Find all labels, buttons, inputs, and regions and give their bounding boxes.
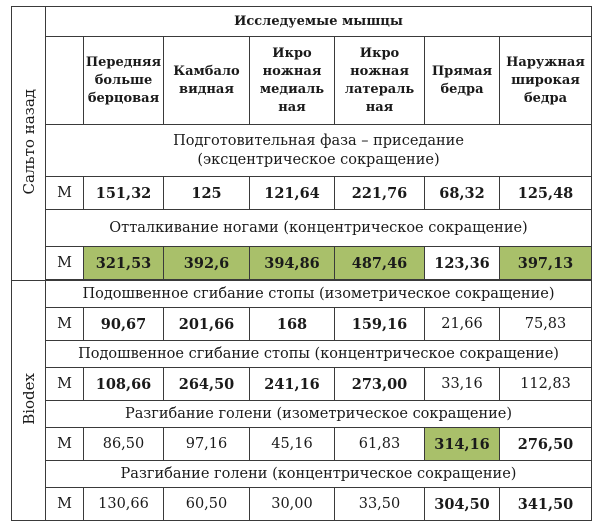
row-label: M (45, 307, 84, 341)
value-cell: 90,67 (83, 307, 164, 341)
value-cell: 45,16 (249, 427, 335, 461)
value-cell: 60,50 (163, 487, 250, 521)
value-cell: 75,83 (498, 307, 593, 341)
muscle-activity-table: Сальто назад Исследуемые мышцы Передняя б… (11, 6, 593, 521)
value-cell: 168 (249, 307, 335, 341)
value-cell: 30,00 (249, 487, 335, 521)
data-row: M 108,66 264,50 241,16 273,00 33,16 112,… (12, 367, 593, 401)
header-title: Исследуемые мышцы (44, 6, 593, 37)
data-row: M 130,66 60,50 30,00 33,50 304,50 341,50 (12, 487, 593, 521)
value-cell: 241,16 (249, 367, 335, 401)
column-header: Икро ножная латераль ная (334, 36, 425, 125)
header-empty-cell (45, 36, 84, 125)
value-cell: 487,46 (334, 246, 425, 280)
value-cell: 68,32 (424, 176, 500, 210)
value-cell: 125,48 (498, 176, 593, 210)
value-cell: 21,66 (424, 307, 500, 341)
value-cell: 314,16 (424, 427, 500, 461)
value-cell: 86,50 (83, 427, 164, 461)
data-row: M 321,53 392,6 394,86 487,46 123,36 397,… (12, 246, 593, 280)
group-label-biodex-text: Biodex (19, 372, 38, 425)
group-label-biodex: Biodex (11, 280, 46, 521)
value-cell: 159,16 (334, 307, 425, 341)
value-cell: 321,53 (83, 246, 164, 280)
row-label: M (45, 487, 84, 521)
row-label: M (45, 427, 84, 461)
group-label-salto: Сальто назад (11, 6, 46, 281)
row-label: M (45, 246, 84, 280)
value-cell: 273,00 (334, 367, 425, 401)
value-cell: 394,86 (249, 246, 335, 280)
value-cell: 304,50 (424, 487, 500, 521)
value-cell: 276,50 (498, 427, 593, 461)
phase-title: Отталкивание ногами (концентрическое сок… (44, 209, 593, 247)
column-header: Икро ножная медиаль ная (249, 36, 335, 125)
value-cell: 264,50 (163, 367, 250, 401)
phase-title: Подошвенное сгибание стопы (концентричес… (44, 340, 593, 368)
value-cell: 130,66 (83, 487, 164, 521)
column-header: Наружная широкая бедра (498, 36, 593, 125)
value-cell: 151,32 (83, 176, 164, 210)
value-cell: 341,50 (498, 487, 593, 521)
value-cell: 121,64 (249, 176, 335, 210)
value-cell: 33,16 (424, 367, 500, 401)
value-cell: 112,83 (498, 367, 593, 401)
phase-line: Подготовительная фаза – приседание (173, 132, 464, 149)
phase-title: Подошвенное сгибание стопы (изометрическ… (44, 280, 593, 308)
column-header: Камбало видная (163, 36, 250, 125)
value-cell: 221,76 (334, 176, 425, 210)
value-cell: 123,36 (424, 246, 500, 280)
value-cell: 397,13 (498, 246, 593, 280)
phase-title: Подготовительная фаза – приседание (эксц… (44, 124, 593, 177)
column-header: Передняя больше берцовая (83, 36, 164, 125)
phase-title: Разгибание голени (концентрическое сокра… (44, 460, 593, 488)
value-cell: 97,16 (163, 427, 250, 461)
data-row: M 86,50 97,16 45,16 61,83 314,16 276,50 (12, 427, 593, 461)
column-header: Прямая бедра (424, 36, 500, 125)
value-cell: 33,50 (334, 487, 425, 521)
value-cell: 108,66 (83, 367, 164, 401)
row-label: M (45, 367, 84, 401)
data-row: M 151,32 125 121,64 221,76 68,32 125,48 (12, 176, 593, 210)
value-cell: 125 (163, 176, 250, 210)
value-cell: 201,66 (163, 307, 250, 341)
phase-line: (эксцентрическое сокращение) (197, 151, 440, 168)
value-cell: 61,83 (334, 427, 425, 461)
data-row: M 90,67 201,66 168 159,16 21,66 75,83 (12, 307, 593, 341)
phase-title: Разгибание голени (изометрическое сокращ… (44, 400, 593, 428)
row-label: M (45, 176, 84, 210)
group-label-salto-text: Сальто назад (19, 88, 38, 195)
value-cell: 392,6 (163, 246, 250, 280)
